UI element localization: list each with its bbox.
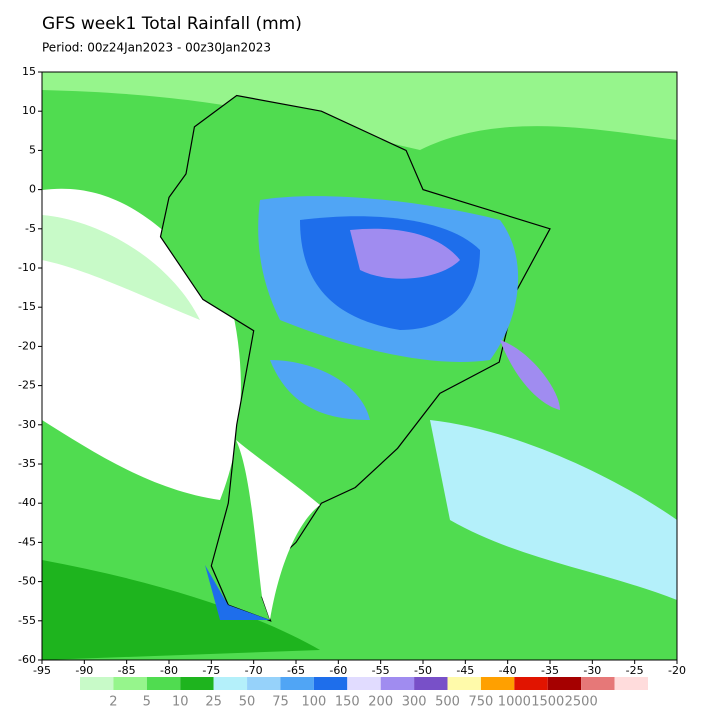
colorbar-box [347, 677, 381, 690]
chaco-rain [270, 360, 370, 420]
y-tick-label: -20 [18, 339, 36, 352]
x-tick-label: -45 [456, 664, 474, 677]
x-tick-label: -55 [372, 664, 390, 677]
north-band [42, 72, 677, 150]
y-tick-label: 0 [29, 183, 36, 196]
colorbar-label: 75 [272, 695, 289, 710]
colorbar: 2 5 10 25 50 75 100 150 200 300 500 750 1000 1500 2500 [80, 677, 648, 710]
colorbar-box [614, 677, 648, 690]
colorbar-box [414, 677, 448, 690]
colorbar-box [146, 677, 181, 690]
colorbar-label: 1000 [498, 695, 531, 710]
y-tick-label: -45 [18, 535, 36, 548]
coastal-rain [500, 340, 560, 410]
colorbar-box [80, 677, 114, 690]
y-tick-label: -5 [25, 222, 36, 235]
colorbar-label: 10 [172, 695, 189, 710]
title: GFS week1 Total Rainfall (mm) [42, 14, 302, 34]
x-tick-label: -85 [118, 664, 136, 677]
y-tick-label: 15 [22, 65, 36, 78]
x-tick-label: -70 [245, 664, 263, 677]
subtitle: Period: 00z24Jan2023 - 00z30Jan2023 [42, 41, 271, 55]
colorbar-label: 5 [143, 695, 151, 710]
y-tick-label: -55 [18, 614, 36, 627]
x-tick-label: -95 [33, 664, 51, 677]
patagonia-coast [205, 565, 270, 620]
colorbar-box [380, 677, 415, 690]
y-tick-label: 10 [22, 104, 36, 117]
map-field [42, 72, 677, 660]
colorbar-box [113, 677, 147, 690]
very-heavy-rain [350, 228, 460, 279]
colorbar-label: 2500 [565, 695, 598, 710]
x-tick-label: -30 [583, 664, 601, 677]
colorbar-label: 750 [469, 695, 494, 710]
colorbar-label: 2 [109, 695, 117, 710]
colorbar-label: 150 [335, 695, 360, 710]
colorbar-box [247, 677, 281, 690]
colorbar-label: 500 [435, 695, 460, 710]
colorbar-box [447, 677, 481, 690]
x-tick-label: -65 [287, 664, 305, 677]
colorbar-box [180, 677, 214, 690]
colorbar-box [547, 677, 582, 690]
plot-frame [41, 71, 678, 661]
pacific-light [42, 215, 200, 320]
x-tick-label: -80 [160, 664, 178, 677]
colorbar-box [313, 677, 348, 690]
x-tick-label: -25 [626, 664, 644, 677]
x-tick-label: -35 [541, 664, 559, 677]
patagonia-dry [236, 440, 320, 620]
x-tick-label: -60 [329, 664, 347, 677]
colorbar-label: 100 [301, 695, 326, 710]
y-tick-label: -40 [18, 496, 36, 509]
y-tick-label: -50 [18, 575, 36, 588]
x-tick-label: -90 [75, 664, 93, 677]
x-tick-label: -20 [668, 664, 686, 677]
y-tick-label: -35 [18, 457, 36, 470]
colorbar-box [480, 677, 515, 690]
colorbar-label: 200 [368, 695, 393, 710]
axes: -95 -90 -85 -80 -75 -70 -65 -60 -55 -50 -45 -40 -35-… [18, 65, 686, 677]
atlantic-band [430, 420, 677, 600]
colorbar-label: 25 [205, 695, 222, 710]
y-tick-label: -10 [18, 261, 36, 274]
colorbar-box [280, 677, 314, 690]
x-tick-label: -75 [202, 664, 220, 677]
y-tick-label: -30 [18, 418, 36, 431]
colorbar-label: 1500 [531, 695, 564, 710]
x-tick-label: -50 [414, 664, 432, 677]
colorbar-label: 50 [239, 695, 256, 710]
y-tick-label: -15 [18, 300, 36, 313]
x-tick-label: -40 [499, 664, 517, 677]
y-tick-label: -60 [18, 653, 36, 666]
southern-band [42, 560, 320, 660]
colorbar-box [213, 677, 248, 690]
y-tick-label: -25 [18, 379, 36, 392]
colorbar-label: 300 [402, 695, 427, 710]
colorbar-box [581, 677, 615, 690]
y-tick-label: 5 [29, 143, 36, 156]
colorbar-box [514, 677, 548, 690]
